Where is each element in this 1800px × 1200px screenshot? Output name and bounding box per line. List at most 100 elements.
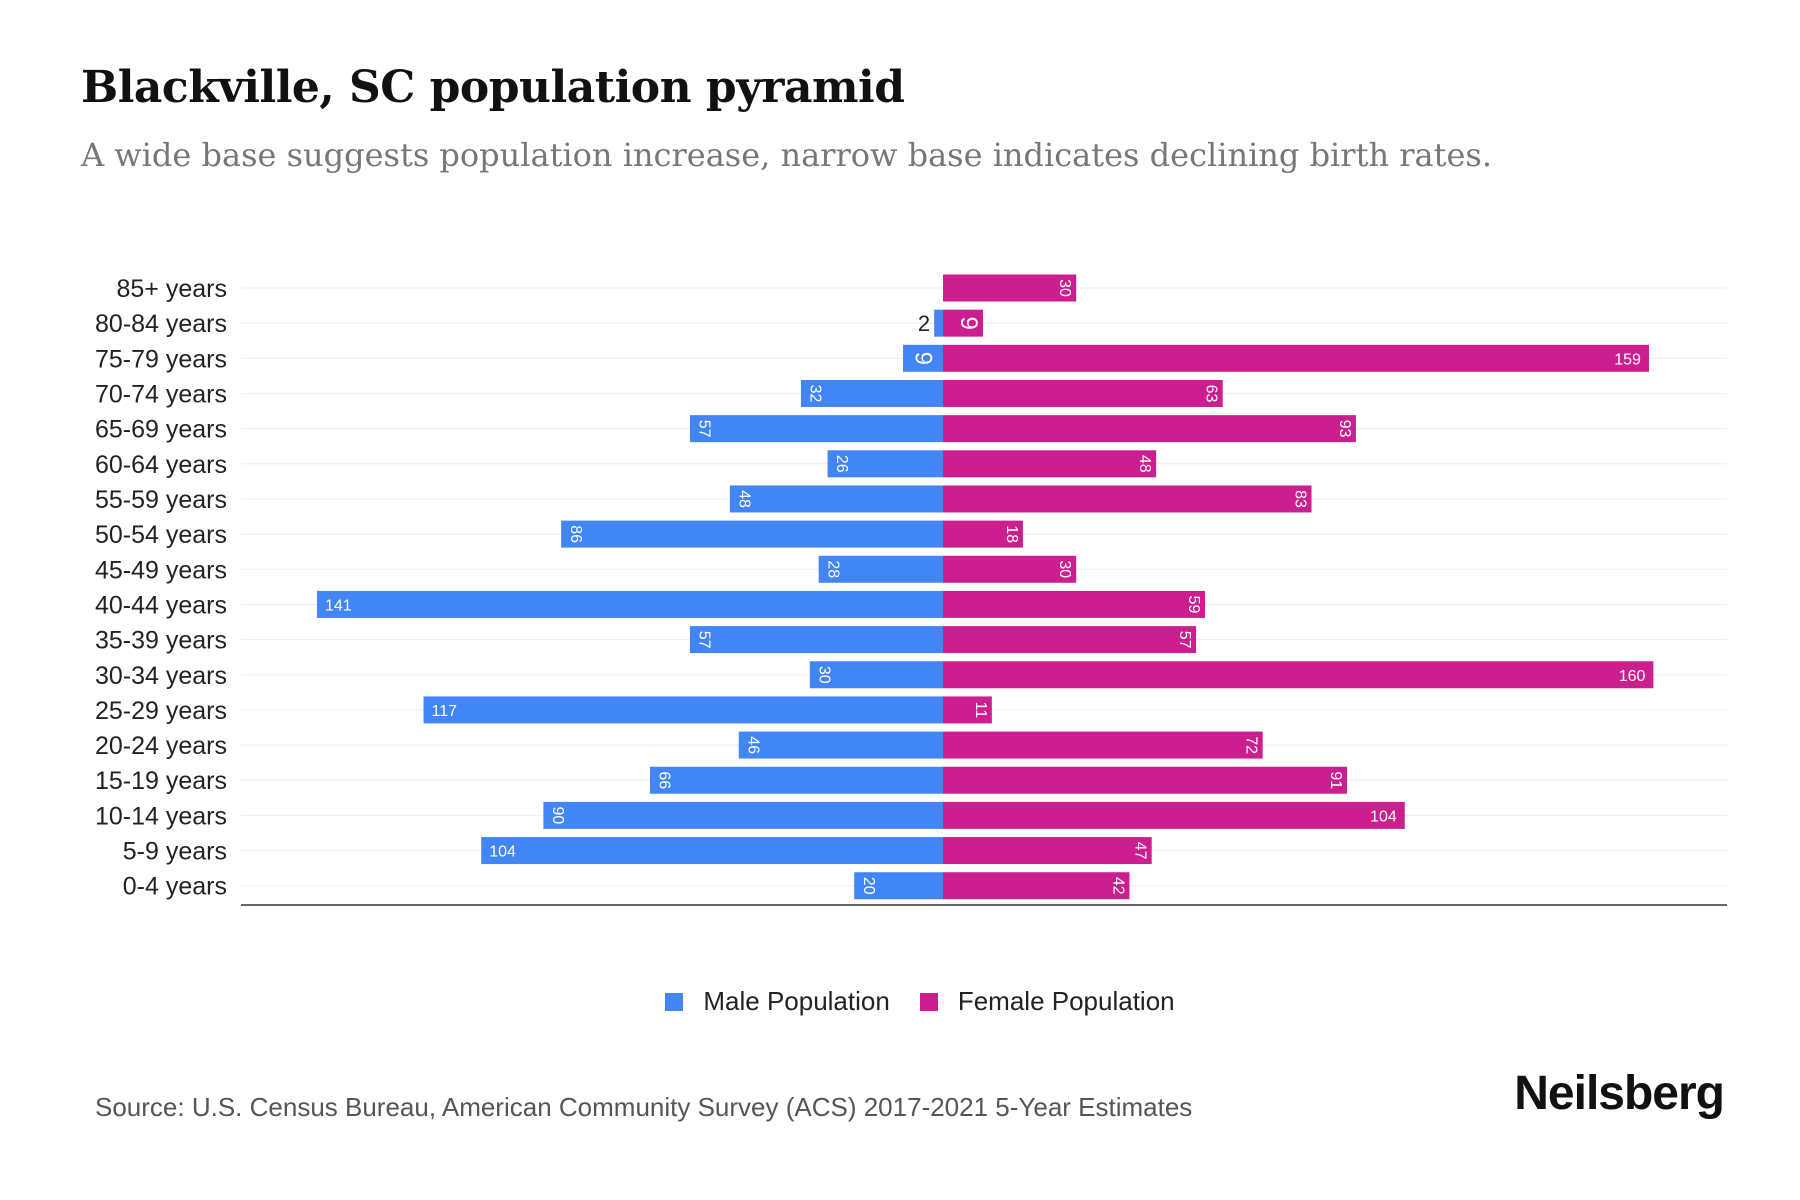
female-value-label: 30 [1056, 560, 1073, 578]
male-bar [689, 626, 943, 654]
category-label: 50-54 years [95, 521, 227, 549]
male-bar [649, 766, 943, 794]
category-label: 65-69 years [95, 416, 227, 444]
female-bar [943, 309, 983, 337]
male-bar [934, 309, 943, 337]
female-value-label: 63 [1203, 385, 1220, 403]
male-value-label: 28 [824, 560, 841, 578]
legend-label-female: Female Population [957, 986, 1175, 1016]
female-value-label: 159 [1614, 351, 1641, 368]
category-label: 40-44 years [95, 591, 227, 619]
male-bar [729, 485, 943, 513]
female-bar [943, 801, 1405, 829]
female-value-label: 83 [1292, 490, 1309, 508]
female-bar [943, 450, 1157, 478]
male-value-label: 20 [860, 877, 877, 895]
female-value-label: 104 [1370, 808, 1397, 825]
male-bar [800, 379, 943, 407]
male-value-label: 26 [833, 455, 850, 473]
male-value-label: 48 [735, 490, 752, 508]
female-bar [943, 661, 1654, 689]
category-label: 30-34 years [95, 662, 227, 690]
male-swatch [665, 992, 684, 1011]
category-label: 85+ years [117, 275, 228, 303]
source-note: Source: U.S. Census Bureau, American Com… [95, 1092, 1193, 1122]
male-bar [903, 344, 943, 372]
chart-title: Blackville, SC population pyramid [81, 62, 905, 113]
female-bar [943, 766, 1348, 794]
category-label: 10-14 years [95, 802, 227, 830]
female-bar [943, 485, 1312, 513]
male-bar [689, 415, 943, 443]
category-label: 60-64 years [95, 451, 227, 479]
female-bar [943, 837, 1152, 865]
male-value-label: 32 [807, 385, 824, 403]
male-value-label: 30 [815, 666, 832, 684]
female-swatch [919, 992, 938, 1011]
female-value-label: 9 [955, 316, 982, 329]
category-label: 80-84 years [95, 310, 227, 338]
female-value-label: 18 [1003, 525, 1020, 543]
category-label: 20-24 years [95, 732, 227, 760]
female-bar [943, 731, 1263, 759]
legend-item-female[interactable]: Female Population [919, 986, 1175, 1017]
female-bar [943, 696, 992, 724]
male-bar [543, 801, 943, 829]
legend-label-male: Male Population [703, 986, 890, 1016]
category-label: 15-19 years [95, 767, 227, 795]
male-value-label: 104 [489, 844, 516, 861]
male-value-label: 57 [696, 631, 713, 649]
category-label: 35-39 years [95, 627, 227, 655]
male-value-label: 57 [696, 420, 713, 438]
legend-item-male[interactable]: Male Population [665, 986, 890, 1017]
chart-subtitle: A wide base suggests population increase… [81, 136, 1492, 174]
male-bar [481, 837, 943, 865]
category-label: 70-74 years [95, 380, 227, 408]
female-value-label: 30 [1056, 279, 1073, 297]
female-value-label: 57 [1176, 631, 1193, 649]
male-bar [738, 731, 943, 759]
male-bar [561, 520, 943, 548]
male-bar [854, 872, 943, 900]
male-value-label: 117 [432, 703, 458, 720]
female-bar [943, 379, 1223, 407]
female-value-label: 48 [1136, 455, 1153, 473]
male-bar [423, 696, 943, 724]
female-value-label: 59 [1185, 596, 1202, 614]
category-label: 0-4 years [123, 873, 227, 901]
female-bar [943, 520, 1023, 548]
category-label: 25-29 years [95, 697, 227, 725]
male-value-label: 86 [567, 525, 584, 543]
male-value-label: 90 [549, 807, 566, 825]
female-bar [943, 344, 1649, 372]
female-value-label: 93 [1336, 420, 1353, 438]
female-value-label: 47 [1132, 842, 1149, 860]
female-bar [943, 555, 1077, 583]
legend: Male Population Female Population [0, 986, 1800, 1017]
female-bar [943, 872, 1130, 900]
female-value-label: 160 [1619, 668, 1646, 685]
male-value-label: 141 [325, 597, 352, 614]
female-bar [943, 626, 1197, 654]
male-value-label: 66 [656, 771, 673, 789]
female-bar [943, 274, 1077, 302]
male-bar [809, 661, 943, 689]
female-value-label: 11 [972, 702, 989, 719]
category-label: 55-59 years [95, 486, 227, 514]
female-value-label: 42 [1109, 877, 1126, 895]
male-bar [827, 450, 943, 478]
female-value-label: 91 [1327, 771, 1344, 789]
female-bar [943, 590, 1205, 618]
male-value-label: 9 [909, 352, 936, 365]
male-bar [316, 590, 944, 618]
category-label: 45-49 years [95, 556, 227, 584]
category-label: 75-79 years [95, 345, 227, 373]
male-value-label: 46 [744, 736, 761, 754]
pyramid-chart: 85+ years 80-84 years 75-79 years 70-74 yea… [95, 274, 1727, 906]
female-value-label: 72 [1243, 736, 1260, 754]
male-value-label: 2 [918, 311, 930, 336]
female-bar [943, 415, 1356, 443]
neilsberg-logo: Neilsberg [1514, 1067, 1725, 1120]
category-label: 5-9 years [123, 838, 227, 866]
male-bar [818, 555, 943, 583]
